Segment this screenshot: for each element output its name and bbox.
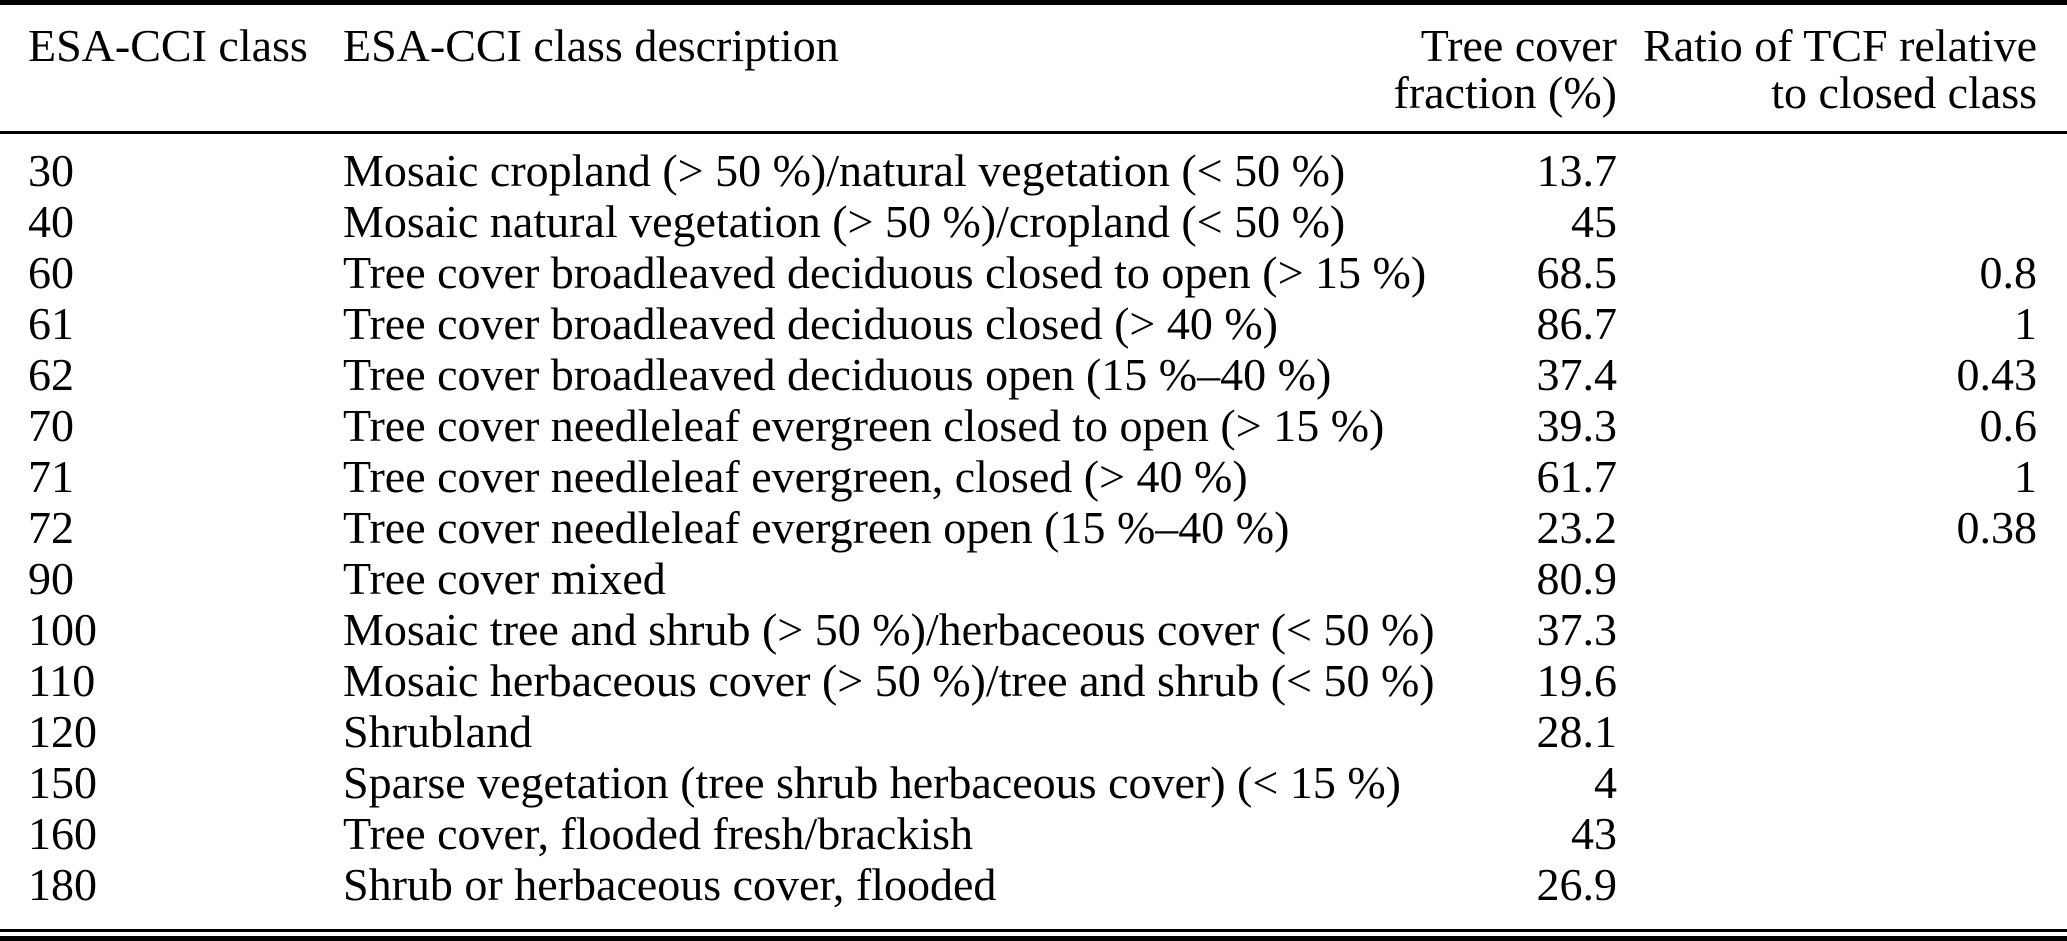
ratio-cell: 0.43	[1956, 349, 2038, 400]
description-cell: Tree cover needleleaf evergreen, closed …	[343, 451, 1248, 502]
tcf-cell: 39.3	[1536, 400, 1618, 451]
table-row: 30 Mosaic cropland (> 50 %)/natural vege…	[0, 145, 2067, 196]
table-bottom-thick-rule	[0, 936, 2067, 941]
tcf-cell: 86.7	[1536, 298, 1618, 349]
col-header-line: Ratio of TCF relative	[1643, 20, 2037, 71]
table-row: 160 Tree cover, flooded fresh/brackish 4…	[0, 808, 2067, 859]
class-cell: 70	[28, 400, 74, 451]
table-bottom-thin-rule	[0, 929, 2067, 932]
table-row: 72 Tree cover needleleaf evergreen open …	[0, 502, 2067, 553]
ratio-cell: 0.38	[1956, 502, 2038, 553]
description-cell: Tree cover needleleaf evergreen closed t…	[343, 400, 1385, 451]
description-cell: Mosaic tree and shrub (> 50 %)/herbaceou…	[343, 604, 1435, 655]
ratio-cell	[1625, 196, 2067, 247]
table-row: 110 Mosaic herbaceous cover (> 50 %)/tre…	[0, 655, 2067, 706]
class-cell: 30	[28, 145, 74, 196]
tcf-cell: 68.5	[1536, 247, 1618, 298]
col-header-esa-cci-class: ESA-CCI class	[0, 22, 315, 116]
class-cell: 110	[28, 655, 96, 706]
class-cell: 100	[28, 604, 97, 655]
class-cell: 90	[28, 553, 74, 604]
ratio-cell	[1625, 604, 2067, 655]
tcf-cell: 19.6	[1536, 655, 1618, 706]
table-row: 120 Shrubland 28.1	[0, 706, 2067, 757]
col-header-line: ESA-CCI class	[28, 20, 308, 71]
tcf-cell: 37.4	[1536, 349, 1618, 400]
table-top-rule	[0, 0, 2067, 5]
table-row: 150 Sparse vegetation (tree shrub herbac…	[0, 757, 2067, 808]
tcf-cell: 26.9	[1536, 859, 1618, 910]
ratio-cell	[1625, 706, 2067, 757]
ratio-cell	[1625, 655, 2067, 706]
class-cell: 62	[28, 349, 74, 400]
table-row: 61 Tree cover broadleaved deciduous clos…	[0, 298, 2067, 349]
table-row: 90 Tree cover mixed 80.9	[0, 553, 2067, 604]
description-cell: Mosaic cropland (> 50 %)/natural vegetat…	[343, 145, 1346, 196]
class-cell: 120	[28, 706, 97, 757]
class-cell: 60	[28, 247, 74, 298]
tcf-cell: 45	[1571, 196, 1617, 247]
col-header-line: ESA-CCI class description	[343, 20, 839, 71]
description-cell: Mosaic natural vegetation (> 50 %)/cropl…	[343, 196, 1346, 247]
description-cell: Tree cover needleleaf evergreen open (15…	[343, 502, 1290, 553]
table-row: 70 Tree cover needleleaf evergreen close…	[0, 400, 2067, 451]
ratio-cell: 0.6	[1979, 400, 2038, 451]
ratio-cell	[1625, 553, 2067, 604]
description-cell: Sparse vegetation (tree shrub herbaceous…	[343, 757, 1401, 808]
class-cell: 40	[28, 196, 74, 247]
table-body: 30 Mosaic cropland (> 50 %)/natural vege…	[0, 145, 2067, 910]
col-header-ratio-tcf: Ratio of TCF relative to closed class	[1625, 22, 2067, 116]
tcf-cell: 37.3	[1536, 604, 1618, 655]
tcf-cell: 80.9	[1536, 553, 1618, 604]
description-cell: Shrub or herbaceous cover, flooded	[343, 859, 997, 910]
col-header-tree-cover-fraction: Tree cover fraction (%)	[1115, 22, 1625, 116]
col-header-line: to closed class	[1771, 67, 2037, 118]
ratio-cell	[1625, 757, 2067, 808]
tcf-cell: 23.2	[1536, 502, 1618, 553]
tcf-cell: 13.7	[1536, 145, 1618, 196]
col-header-line: Tree cover	[1420, 20, 1617, 71]
tcf-cell: 61.7	[1536, 451, 1618, 502]
table-row: 100 Mosaic tree and shrub (> 50 %)/herba…	[0, 604, 2067, 655]
ratio-cell	[1625, 808, 2067, 859]
table-header-row: ESA-CCI class ESA-CCI class description …	[0, 22, 2067, 116]
description-cell: Tree cover broadleaved deciduous closed …	[343, 298, 1278, 349]
col-header-description: ESA-CCI class description	[315, 22, 1115, 116]
table-row: 71 Tree cover needleleaf evergreen, clos…	[0, 451, 2067, 502]
class-cell: 61	[28, 298, 74, 349]
class-cell: 180	[28, 859, 97, 910]
header-separator-rule	[0, 131, 2067, 134]
class-cell: 71	[28, 451, 74, 502]
tcf-cell: 28.1	[1536, 706, 1618, 757]
description-cell: Tree cover broadleaved deciduous closed …	[343, 247, 1427, 298]
table-row: 60 Tree cover broadleaved deciduous clos…	[0, 247, 2067, 298]
table-row: 40 Mosaic natural vegetation (> 50 %)/cr…	[0, 196, 2067, 247]
description-cell: Tree cover, flooded fresh/brackish	[343, 808, 974, 859]
description-cell: Mosaic herbaceous cover (> 50 %)/tree an…	[343, 655, 1435, 706]
description-cell: Shrubland	[343, 706, 533, 757]
class-cell: 150	[28, 757, 97, 808]
ratio-cell: 0.8	[1979, 247, 2038, 298]
ratio-cell	[1625, 859, 2067, 910]
col-header-line: fraction (%)	[1393, 67, 1618, 118]
description-cell: Tree cover mixed	[343, 553, 666, 604]
ratio-cell: 1	[2014, 298, 2037, 349]
table-row: 62 Tree cover broadleaved deciduous open…	[0, 349, 2067, 400]
tcf-cell: 43	[1571, 808, 1617, 859]
ratio-cell	[1625, 145, 2067, 196]
table-row: 180 Shrub or herbaceous cover, flooded 2…	[0, 859, 2067, 910]
ratio-cell: 1	[2014, 451, 2037, 502]
class-cell: 72	[28, 502, 74, 553]
tcf-cell: 4	[1594, 757, 1617, 808]
description-cell: Tree cover broadleaved deciduous open (1…	[343, 349, 1332, 400]
class-cell: 160	[28, 808, 97, 859]
